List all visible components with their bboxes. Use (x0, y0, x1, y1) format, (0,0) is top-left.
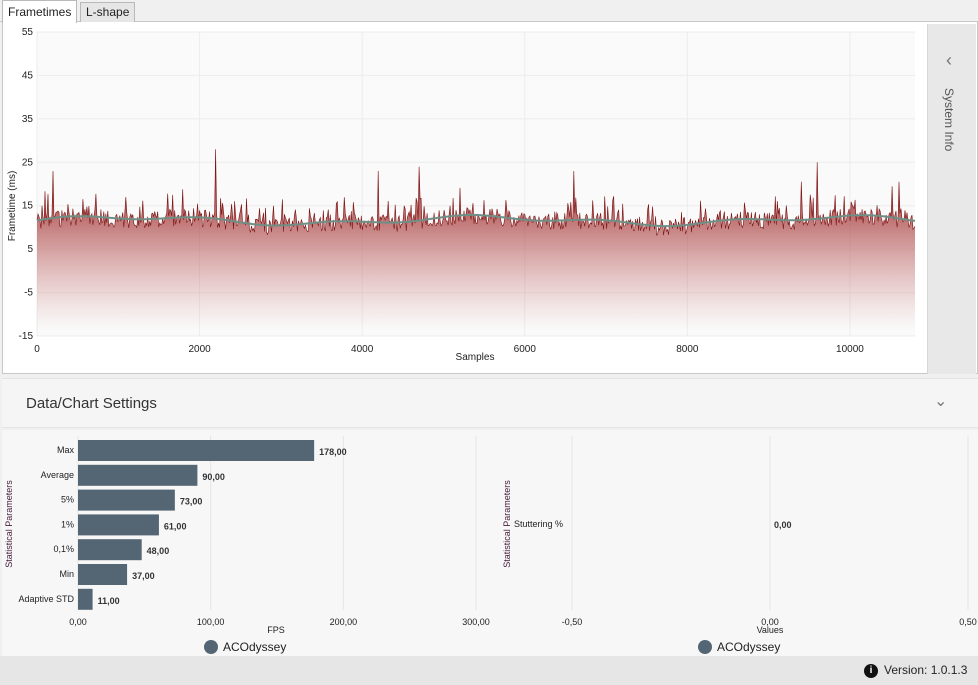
category-label: 0,1% (53, 544, 74, 554)
x-tick-label: 0 (34, 344, 40, 355)
value-label: 48,00 (147, 546, 170, 556)
x-tick-label: 0,50 (959, 617, 977, 627)
bar (78, 564, 128, 585)
category-label: Adaptive STD (18, 594, 74, 604)
value-label: 90,00 (202, 472, 225, 482)
fps-bars: Max 178,00 Average 90,00 5% 73,00 1% 61,00 0,1% 4… (18, 440, 347, 610)
bar (78, 489, 175, 511)
x-tick-label: -0,50 (562, 617, 583, 627)
tab-l-shape[interactable]: L-shape (80, 2, 136, 22)
values-x-tick-labels: -0,50 0,00 0,50 (562, 617, 977, 627)
bar (78, 440, 315, 461)
legend-label-values: ACOdyssey (717, 640, 780, 654)
y-tick-label: -15 (19, 331, 34, 342)
version-number: 1.0.1.3 (930, 663, 968, 677)
y-tick-labels: 55 45 35 25 15 5 -5 -15 (19, 27, 34, 342)
bar (78, 588, 93, 610)
bar (78, 514, 159, 536)
frametime-area (37, 149, 915, 330)
system-info-label: System Info (942, 88, 956, 152)
category-label: 1% (61, 519, 74, 529)
status-bar: i Version: 1.0.1.3 (0, 656, 978, 685)
system-info-panel[interactable]: ‹ System Info (927, 24, 976, 374)
fps-y-axis-label: Statistical Parameters (4, 480, 14, 568)
value-label: 37,00 (132, 571, 155, 581)
tab-frametimes[interactable]: Frametimes (2, 0, 78, 23)
category-label: Stuttering % (514, 519, 563, 529)
x-tick-label: 100,00 (197, 617, 225, 627)
category-label: Max (57, 445, 75, 455)
legend-dot-values (698, 640, 712, 654)
info-icon: i (864, 664, 878, 678)
x-tick-label: 6000 (514, 344, 537, 355)
y-tick-label: 15 (22, 201, 34, 212)
y-tick-label: 35 (22, 114, 34, 125)
tab-bar: Frametimes L-shape (0, 0, 978, 23)
x-tick-label: 0,00 (69, 617, 87, 627)
x-axis-label: Samples (456, 352, 495, 363)
statistics-charts: Max 178,00 Average 90,00 5% 73,00 1% 61,00 0,1% 4… (4, 436, 977, 654)
x-tick-label: 2000 (188, 344, 211, 355)
x-tick-label: 4000 (351, 344, 374, 355)
data-chart-settings-header[interactable]: Data/Chart Settings ⌄ (2, 378, 978, 428)
x-tick-label: 0,00 (761, 617, 779, 627)
values-x-axis-label: Values (757, 625, 784, 635)
value-label: 61,00 (164, 521, 187, 531)
bar (78, 464, 198, 486)
stutter-bars: Stuttering % 0,00 (514, 519, 792, 530)
value-label: 11,00 (98, 596, 120, 606)
category-label: Average (41, 470, 74, 480)
value-label: 178,00 (319, 447, 347, 457)
x-tick-label: 10000 (836, 344, 864, 355)
values-gridlines (571, 436, 969, 610)
y-tick-label: -5 (24, 288, 33, 299)
x-tick-label: 8000 (676, 344, 699, 355)
value-label: 0,00 (774, 520, 792, 530)
fps-x-tick-labels: 0,00 100,00 200,00 300,00 (69, 617, 490, 627)
category-label: 5% (61, 495, 74, 505)
y-tick-label: 25 (22, 157, 34, 168)
statistics-panel: Max 178,00 Average 90,00 5% 73,00 1% 61,00 0,1% 4… (2, 430, 978, 656)
frametime-chart-panel: 55 45 35 25 15 5 -5 -15 0 2000 4000 6000 8000 10000 … (2, 22, 978, 374)
fps-x-axis-label: FPS (267, 625, 285, 635)
frametime-line (36, 149, 916, 236)
category-label: Min (59, 569, 74, 579)
chevron-down-icon[interactable]: ⌄ (934, 393, 948, 410)
chevron-left-icon[interactable]: ‹ (946, 50, 952, 70)
y-tick-label: 5 (27, 244, 33, 255)
y-axis-label: Frametime (ms) (7, 171, 18, 242)
legend-dot-fps (204, 640, 218, 654)
version-label: Version: (884, 663, 928, 677)
bar (78, 539, 142, 561)
legend-label-fps: ACOdyssey (223, 640, 286, 654)
x-tick-labels: 0 2000 4000 6000 8000 10000 (34, 344, 864, 355)
value-label: 73,00 (180, 497, 203, 507)
values-y-axis-label: Statistical Parameters (502, 480, 512, 568)
x-tick-label: 300,00 (462, 617, 490, 627)
x-tick-label: 200,00 (330, 617, 358, 627)
y-tick-label: 55 (22, 27, 34, 38)
settings-title: Data/Chart Settings (26, 395, 157, 412)
y-tick-label: 45 (22, 70, 34, 81)
version-text: Version: 1.0.1.3 (884, 663, 967, 677)
moving-average-line (36, 213, 916, 228)
